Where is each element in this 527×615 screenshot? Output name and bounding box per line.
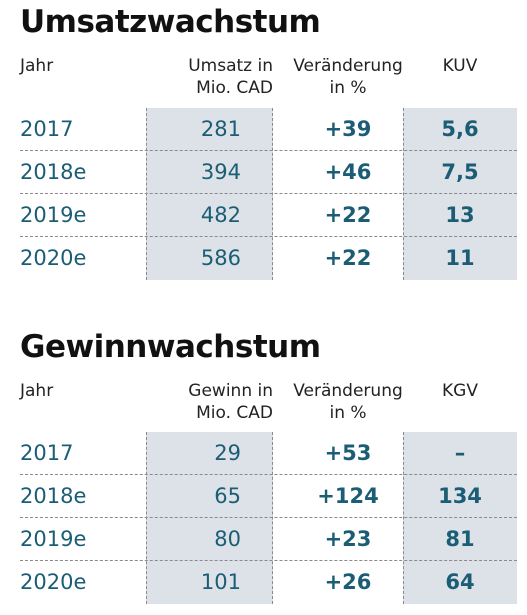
table-row: 2020e 586 +22 11 (20, 237, 517, 280)
cell-kgv: 64 (445, 570, 475, 594)
cell-profit: 80 (214, 527, 241, 551)
header-profit-line1: Gewinn in (188, 381, 273, 401)
profit-growth-section: Gewinnwachstum Jahr Gewinn in Mio. CAD V… (20, 325, 517, 604)
cell-kgv: 81 (445, 527, 475, 551)
shaded-ratio-column (403, 108, 517, 280)
header-revenue: Umsatz in Mio. CAD (146, 55, 273, 99)
cell-revenue: 394 (200, 160, 241, 184)
table-row: 2020e 101 +26 64 (20, 561, 517, 604)
cell-year: 2018e (20, 160, 87, 184)
cell-year: 2018e (20, 484, 87, 508)
table-row: 2018e 65 +124 134 (20, 475, 517, 518)
cell-change: +46 (324, 160, 372, 184)
cell-profit: 65 (214, 484, 241, 508)
header-year: Jahr (20, 381, 54, 401)
revenue-growth-section: Umsatzwachstum Jahr Umsatz in Mio. CAD V… (20, 0, 517, 280)
table-header: Jahr Umsatz in Mio. CAD Veränderung in %… (20, 44, 517, 99)
table-header: Jahr Gewinn in Mio. CAD Veränderung in %… (20, 369, 517, 424)
table-row: 2019e 80 +23 81 (20, 518, 517, 561)
header-kuv: KUV (442, 56, 478, 76)
cell-kgv: – (454, 441, 466, 465)
cell-kuv: 7,5 (441, 160, 479, 184)
header-change-line2: in % (329, 403, 367, 423)
cell-kuv: 5,6 (441, 117, 479, 141)
section-title: Umsatzwachstum (20, 4, 321, 40)
shaded-value-column (146, 432, 273, 604)
table-row: 2019e 482 +22 13 (20, 194, 517, 237)
cell-revenue: 482 (200, 203, 241, 227)
cell-year: 2020e (20, 570, 87, 594)
cell-year: 2017 (20, 441, 74, 465)
header-change: Veränderung in % (278, 380, 418, 424)
cell-revenue: 586 (200, 246, 241, 270)
shaded-ratio-column (403, 432, 517, 604)
cell-change: +22 (324, 203, 372, 227)
cell-change: +53 (324, 441, 372, 465)
cell-kuv: 11 (445, 246, 475, 270)
cell-year: 2017 (20, 117, 74, 141)
table-row: 2018e 394 +46 7,5 (20, 151, 517, 194)
cell-kuv: 13 (445, 203, 475, 227)
table-row: 2017 281 +39 5,6 (20, 108, 517, 151)
header-change-line2: in % (329, 78, 367, 98)
cell-revenue: 281 (200, 117, 241, 141)
cell-change: +22 (324, 246, 372, 270)
cell-change: +124 (317, 484, 379, 508)
cell-profit: 29 (214, 441, 241, 465)
cell-change: +26 (324, 570, 372, 594)
table-body: 2017 281 +39 5,6 2018e 394 +46 7,5 2019e… (20, 108, 517, 280)
header-year: Jahr (20, 56, 54, 76)
cell-change: +23 (324, 527, 372, 551)
header-change-line1: Veränderung (293, 381, 403, 401)
header-change: Veränderung in % (278, 55, 418, 99)
header-profit: Gewinn in Mio. CAD (146, 380, 273, 424)
header-change-line1: Veränderung (293, 56, 403, 76)
section-title: Gewinnwachstum (20, 329, 321, 365)
table-row: 2017 29 +53 – (20, 432, 517, 475)
table-body: 2017 29 +53 – 2018e 65 +124 134 2019e 80… (20, 432, 517, 604)
header-revenue-line1: Umsatz in (188, 56, 273, 76)
shaded-value-column (146, 108, 273, 280)
cell-year: 2019e (20, 203, 87, 227)
cell-year: 2020e (20, 246, 87, 270)
header-kgv: KGV (442, 381, 478, 401)
header-revenue-line2: Mio. CAD (196, 78, 273, 98)
cell-year: 2019e (20, 527, 87, 551)
cell-profit: 101 (200, 570, 241, 594)
cell-change: +39 (324, 117, 372, 141)
cell-kgv: 134 (438, 484, 482, 508)
header-profit-line2: Mio. CAD (196, 403, 273, 423)
